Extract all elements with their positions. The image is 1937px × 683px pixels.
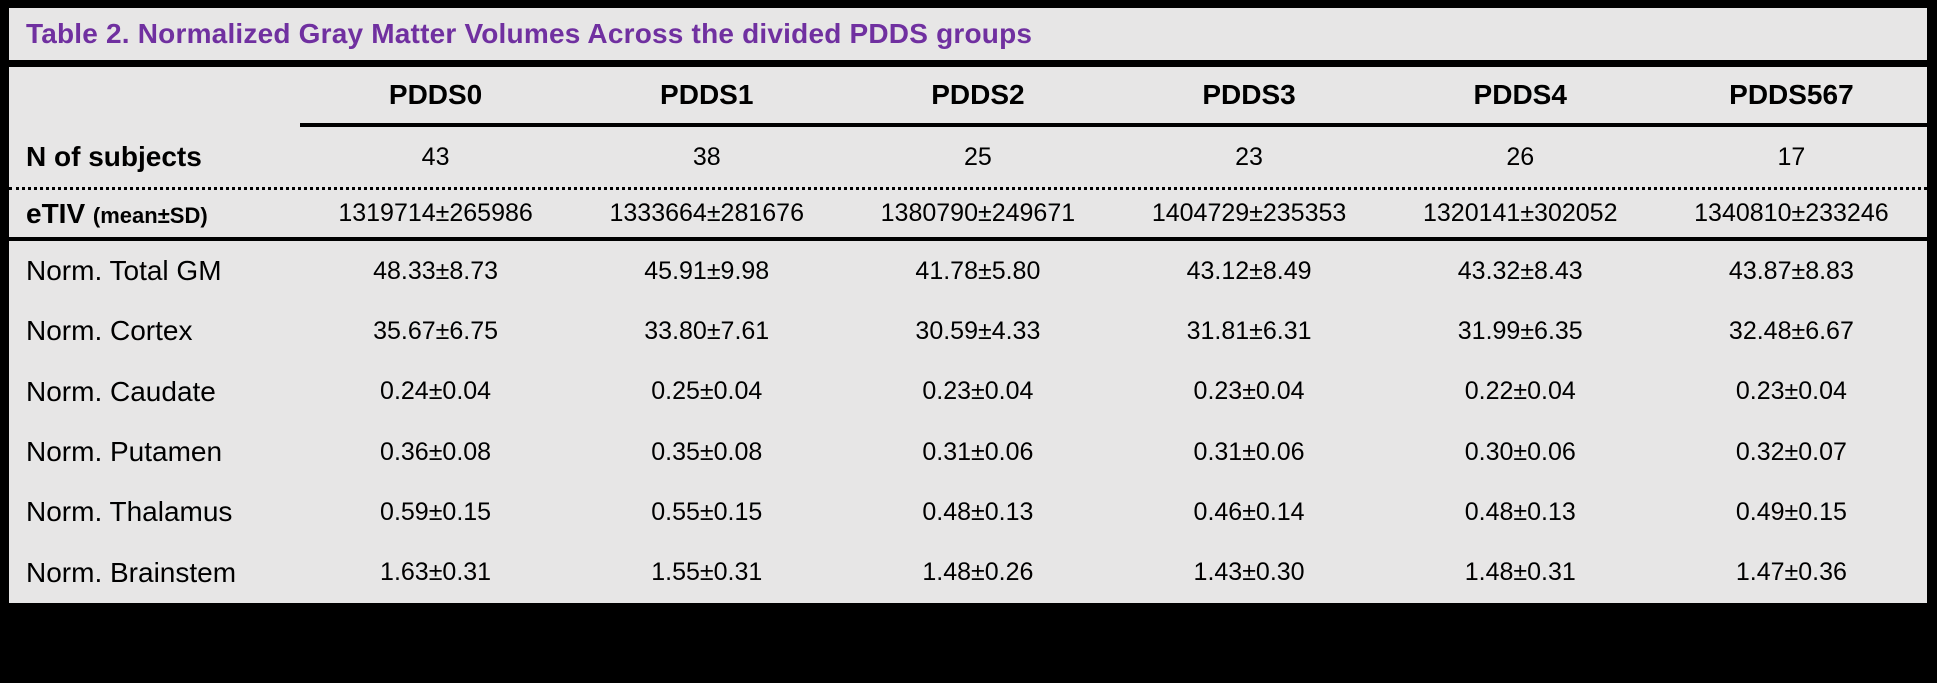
cell-value: 0.55±0.15 <box>651 497 763 526</box>
cell-value: 23 <box>1235 142 1263 171</box>
cell-value: 0.48±0.13 <box>1464 497 1576 526</box>
cell-value: 41.78±5.80 <box>915 256 1041 285</box>
cell-value: 0.48±0.13 <box>922 497 1034 526</box>
table-title: Table 2. Normalized Gray Matter Volumes … <box>26 18 1033 49</box>
cell-value: 1.48±0.31 <box>1464 558 1576 587</box>
row-label-text: Norm. Cortex <box>26 315 193 347</box>
row-label-text: Norm. Caudate <box>26 375 216 407</box>
column-header-pdds3: PDDS3 <box>1202 79 1296 110</box>
cell-value: 1.55±0.31 <box>651 558 763 587</box>
cell-value: 17 <box>1777 142 1806 171</box>
row-label: Norm. Caudate <box>9 376 300 408</box>
cell-value: 0.30±0.06 <box>1464 437 1576 466</box>
solid-section-rule <box>9 237 1927 241</box>
cell-value: 26 <box>1506 142 1535 171</box>
table-row: Norm. Cortex 35.67±6.75 33.80±7.61 30.59±4.… <box>9 301 1927 361</box>
cell-value: 31.99±6.35 <box>1457 316 1583 345</box>
row-label-text: Norm. Putamen <box>26 436 223 468</box>
table-body: N of subjects 43 38 25 23 26 17 eTIV (mean±SD) 1… <box>9 127 1927 603</box>
row-label: Norm. Putamen <box>9 436 300 468</box>
cell-value: 0.36±0.08 <box>380 437 492 466</box>
cell-value: 0.22±0.04 <box>1464 377 1576 406</box>
cell-value: 0.46±0.14 <box>1193 497 1305 526</box>
cell-value: 1.48±0.26 <box>922 558 1034 587</box>
cell-value: 1404729±235353 <box>1151 199 1347 227</box>
table-row: Norm. Caudate 0.24±0.04 0.25±0.04 0.23±0.04… <box>9 362 1927 422</box>
column-header-pdds0: PDDS0 <box>388 79 483 110</box>
table-row: eTIV (mean±SD) 1319714±265986 1333664±2816… <box>9 190 1927 237</box>
cell-value: 48.33±8.73 <box>373 256 499 285</box>
header-underline-rule <box>300 123 1927 127</box>
row-label-text: Norm. Thalamus <box>26 496 233 528</box>
cell-value: 38 <box>692 142 721 171</box>
cell-value: 45.91±9.98 <box>644 256 770 285</box>
row-label: Norm. Cortex <box>9 315 300 347</box>
dotted-section-rule <box>9 187 1927 190</box>
cell-value: 33.80±7.61 <box>644 316 770 345</box>
table-row: Norm. Total GM 48.33±8.73 45.91±9.98 41.78±… <box>9 241 1927 301</box>
cell-value: 32.48±6.67 <box>1728 316 1854 345</box>
cell-value: 31.81±6.31 <box>1186 316 1312 345</box>
table-row: Norm. Thalamus 0.59±0.15 0.55±0.15 0.48±0.1… <box>9 482 1927 542</box>
column-header-pdds567: PDDS567 <box>1729 79 1854 110</box>
cell-value: 43.32±8.43 <box>1457 256 1583 285</box>
table-row: N of subjects 43 38 25 23 26 17 <box>9 127 1927 187</box>
title-divider-rule <box>9 60 1927 67</box>
column-header-pdds2: PDDS2 <box>931 79 1025 110</box>
row-label: Norm. Thalamus <box>9 496 300 528</box>
cell-value: 1.43±0.30 <box>1193 558 1305 587</box>
cell-value: 0.23±0.04 <box>1193 377 1305 406</box>
cell-value: 25 <box>964 142 992 171</box>
cell-value: 1320141±302052 <box>1423 199 1618 227</box>
cell-value: 30.59±4.33 <box>915 316 1041 345</box>
cell-value: 1319714±265986 <box>338 199 533 227</box>
cell-value: 43 <box>421 142 450 171</box>
row-label-text: eTIV <box>26 197 86 229</box>
cell-value: 0.23±0.04 <box>1735 377 1847 406</box>
cell-value: 1.63±0.31 <box>380 558 492 587</box>
table-row: Norm. Brainstem 1.63±0.31 1.55±0.31 1.48±0.… <box>9 543 1927 603</box>
header-row: PDDS0 PDDS1 PDDS2 PDDS3 PDDS4 PDDS567 <box>9 67 1927 123</box>
cell-value: 1.47±0.36 <box>1735 558 1847 587</box>
column-header-pdds4: PDDS4 <box>1473 79 1567 110</box>
cell-value: 0.49±0.15 <box>1735 497 1847 526</box>
normalized-volumes-section: Norm. Total GM 48.33±8.73 45.91±9.98 41.78±… <box>9 241 1927 603</box>
row-label: N of subjects <box>9 141 300 173</box>
cell-value: 1333664±281676 <box>609 199 804 227</box>
cell-value: 43.87±8.83 <box>1728 256 1854 285</box>
cell-value: 0.25±0.04 <box>651 377 763 406</box>
row-label: Norm. Brainstem <box>9 557 300 589</box>
cell-value: 0.32±0.07 <box>1735 437 1847 466</box>
cell-value: 35.67±6.75 <box>373 316 499 345</box>
cell-value: 0.59±0.15 <box>380 497 492 526</box>
cell-value: 0.24±0.04 <box>380 377 492 406</box>
cell-value: 0.31±0.06 <box>1193 437 1305 466</box>
cell-value: 43.12±8.49 <box>1186 256 1312 285</box>
row-label-text: N of subjects <box>26 141 202 172</box>
cell-value: 1380790±249671 <box>880 199 1076 227</box>
cell-value: 0.23±0.04 <box>922 377 1034 406</box>
column-header-pdds1: PDDS1 <box>660 79 754 110</box>
row-label: Norm. Total GM <box>9 255 300 287</box>
cell-value: 0.35±0.08 <box>651 437 763 466</box>
cell-value: 1340810±233246 <box>1694 199 1889 227</box>
row-label-note: (mean±SD) <box>92 202 208 228</box>
row-label-text: Norm. Total GM <box>26 255 222 287</box>
row-label-text: Norm. Brainstem <box>26 556 237 588</box>
table-2-surface: Table 2. Normalized Gray Matter Volumes … <box>9 8 1927 603</box>
table-row: Norm. Putamen 0.36±0.08 0.35±0.08 0.31±0.06… <box>9 422 1927 482</box>
cell-value: 0.31±0.06 <box>922 437 1034 466</box>
row-label: eTIV (mean±SD) <box>9 198 300 230</box>
header-underline-row <box>9 123 1927 127</box>
